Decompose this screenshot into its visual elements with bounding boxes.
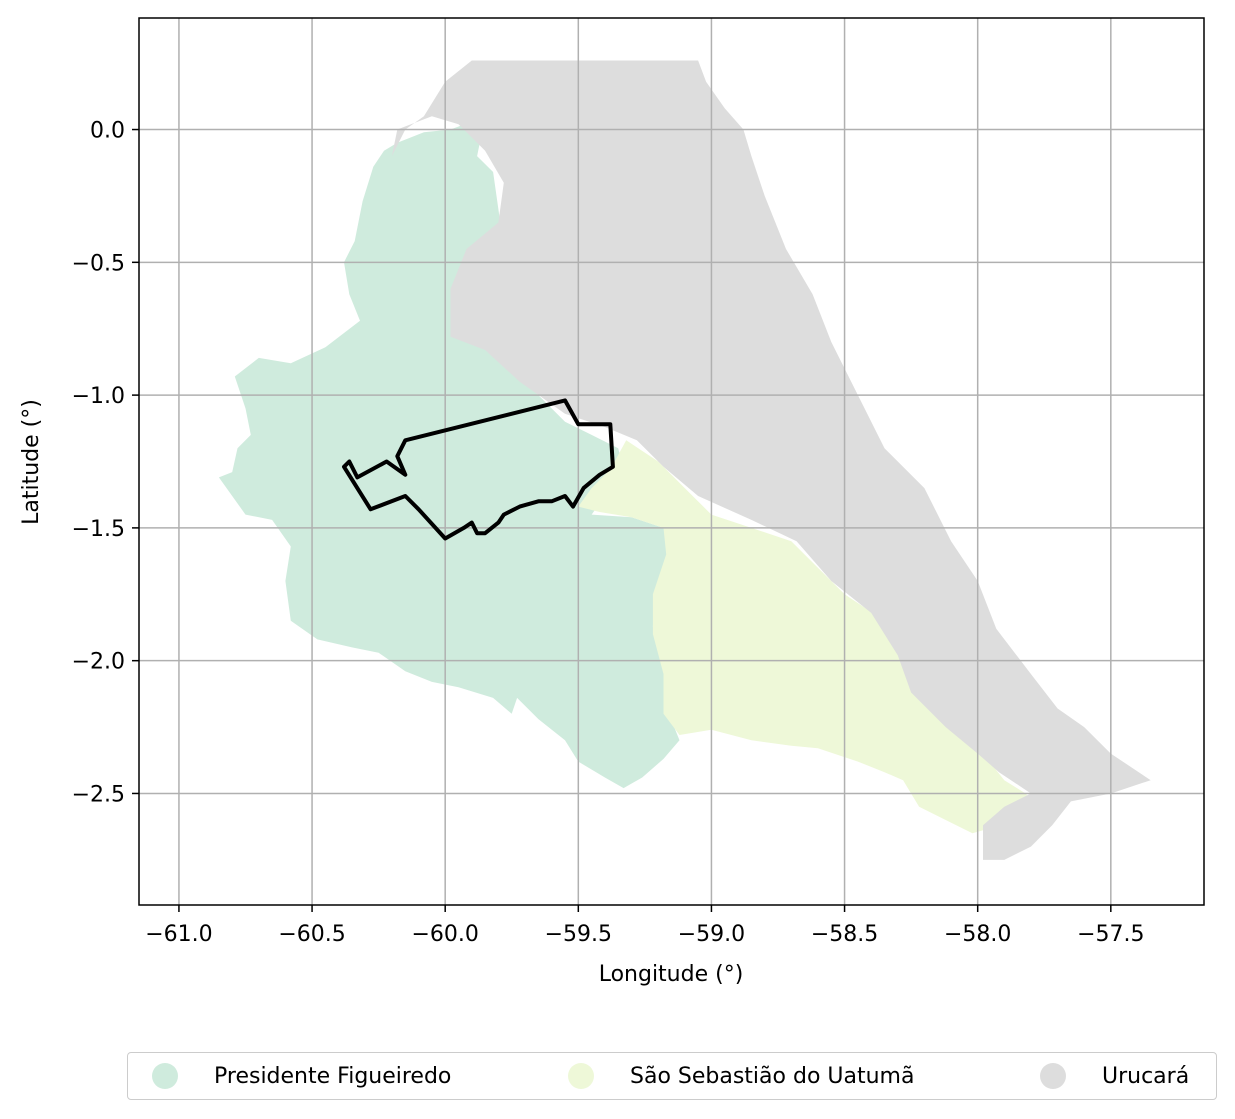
legend-swatch <box>152 1063 178 1089</box>
x-tick-label: −58.0 <box>944 922 1011 947</box>
boundary-layer <box>342 398 615 541</box>
ticks-layer: −61.0 −60.5 −60.0 −59.5 −59.0 −58.5 −58.0 −57.5… <box>72 119 1145 947</box>
grid-layer <box>139 18 1204 905</box>
y-tick-label: −1.5 <box>72 517 125 542</box>
legend-swatch <box>568 1063 594 1089</box>
y-tick-label: −1.0 <box>72 384 125 409</box>
x-tick-label: −61.0 <box>145 922 212 947</box>
region-sao-sebastiao-do-uatuma <box>578 440 1037 834</box>
legend-swatch <box>1040 1063 1066 1089</box>
x-axis-label: Longitude (°) <box>599 962 744 987</box>
x-tick-label: −59.5 <box>545 922 612 947</box>
x-tick-label: −60.0 <box>411 922 478 947</box>
x-tick-label: −59.0 <box>678 922 745 947</box>
legend-item-sao-sebastiao-do-uatuma: São Sebastião do Uatumã <box>568 1053 914 1099</box>
legend-label: São Sebastião do Uatumã <box>630 1063 915 1089</box>
map-figure: −61.0 −60.5 −60.0 −59.5 −59.0 −58.5 −58.0 −57.5… <box>19 17 1205 987</box>
y-tick-label: 0.0 <box>90 119 125 144</box>
y-tick-label: −0.5 <box>72 251 125 276</box>
y-axis-label: Latitude (°) <box>19 399 44 525</box>
legend-item-presidente-figueiredo: Presidente Figueiredo <box>152 1053 451 1099</box>
y-tick-label: −2.0 <box>72 650 125 675</box>
study-area-boundary <box>342 398 615 541</box>
legend-label: Urucará <box>1102 1063 1190 1089</box>
region-presidente-figueiredo <box>218 121 680 789</box>
legend: Presidente Figueiredo São Sebastião do U… <box>127 1052 1217 1100</box>
x-tick-label: −57.5 <box>1077 922 1144 947</box>
legend-label: Presidente Figueiredo <box>214 1063 452 1089</box>
x-tick-label: −60.5 <box>278 922 345 947</box>
legend-item-urucara: Urucará <box>1040 1053 1189 1099</box>
plot-frame <box>138 17 1205 906</box>
y-tick-label: −2.5 <box>72 782 125 807</box>
x-tick-label: −58.5 <box>811 922 878 947</box>
